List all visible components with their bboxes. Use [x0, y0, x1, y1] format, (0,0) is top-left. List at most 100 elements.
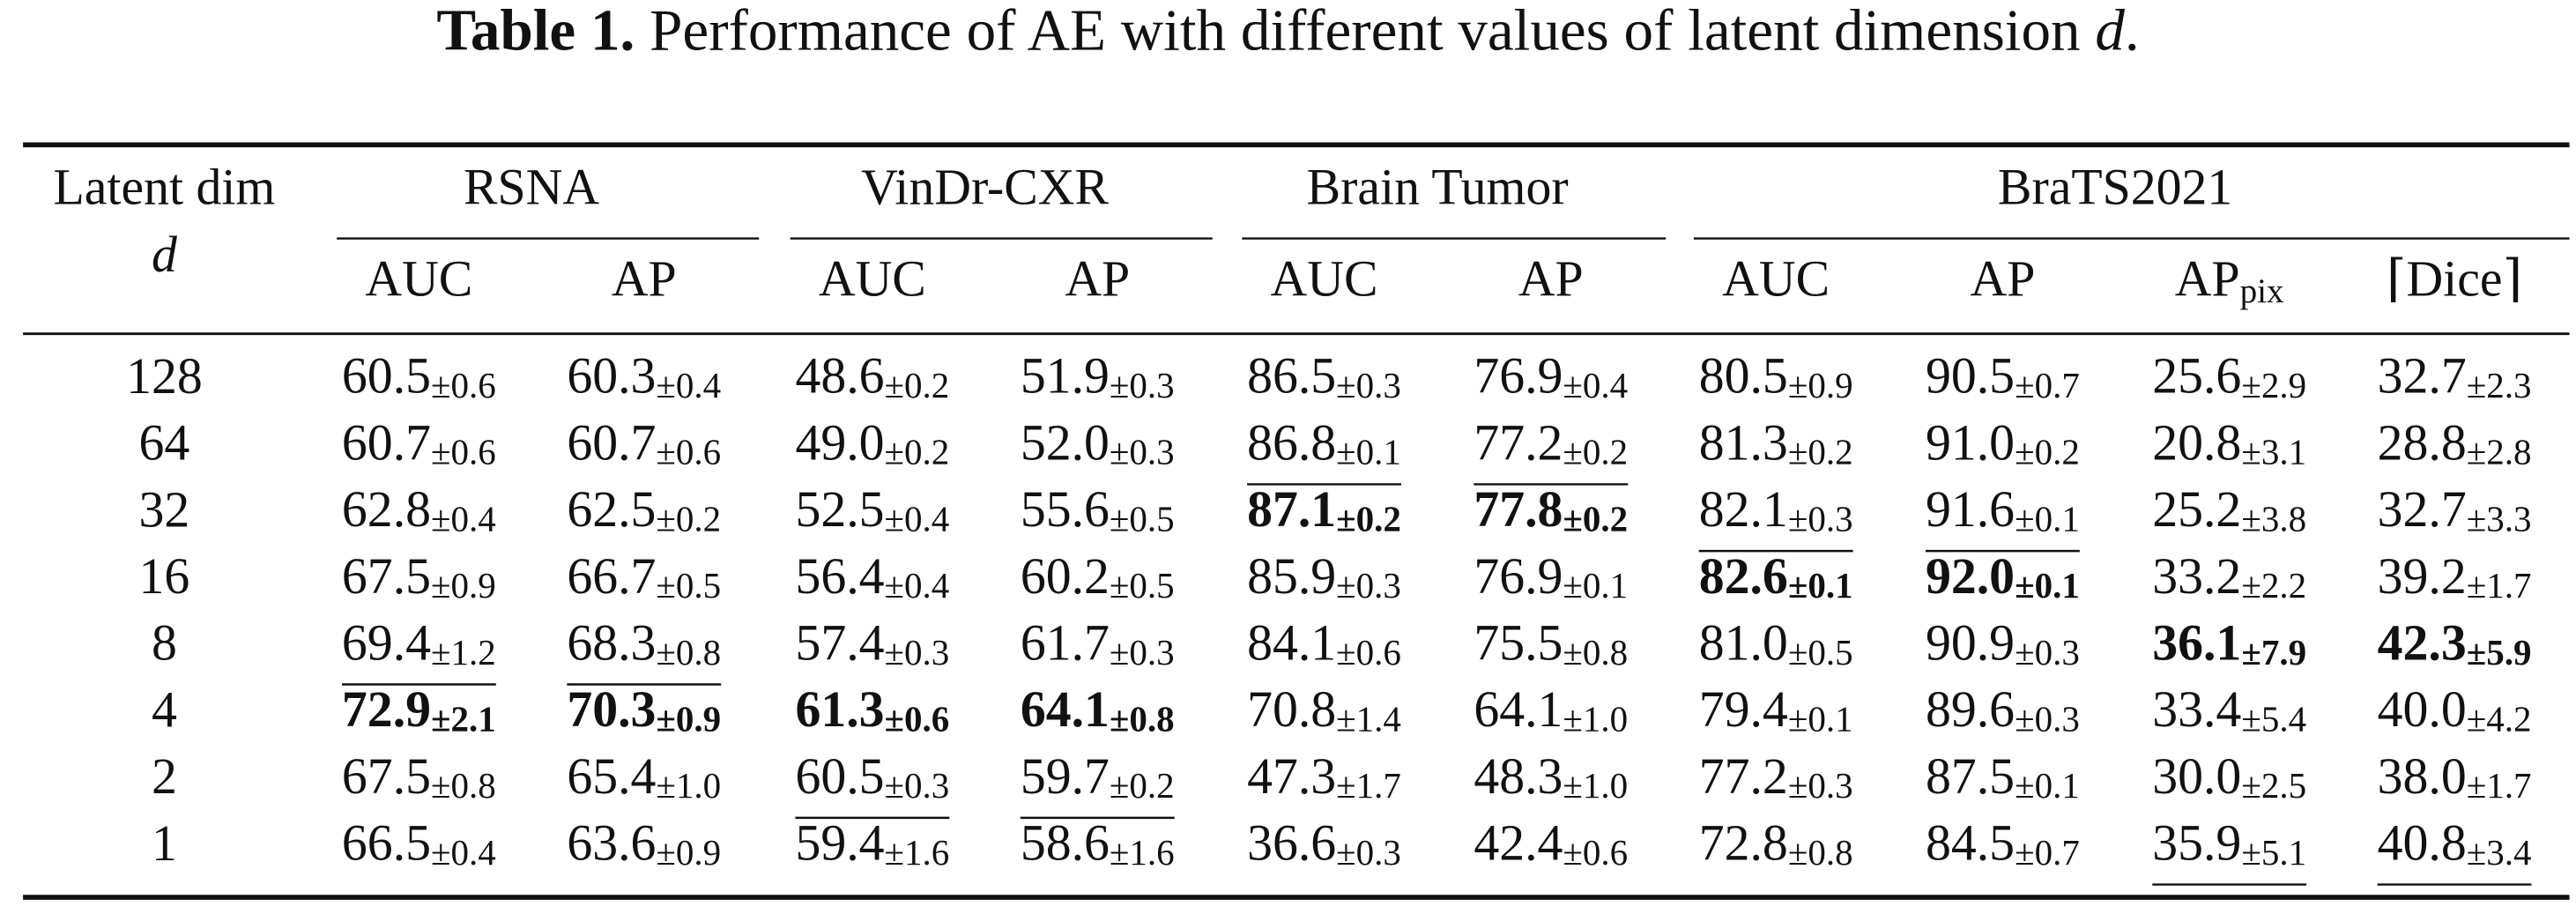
cell-std: ±0.3 [885, 632, 950, 672]
cell-std: ±0.7 [2015, 832, 2080, 873]
cell: 48.6±0.2 [795, 349, 949, 405]
cell-std: ±0.8 [431, 766, 496, 806]
cell: 66.7±0.5 [567, 549, 721, 606]
cell-mean: 52.5 [795, 482, 884, 538]
cell: 60.5±0.6 [342, 349, 496, 405]
cell-mean: 20.8 [2152, 416, 2241, 472]
cell-mean: 67.5 [342, 549, 431, 605]
cell: 51.9±0.3 [1021, 349, 1175, 405]
caption-end: . [2125, 0, 2140, 63]
row-header-variable: d [152, 227, 178, 283]
cell-mean: 69.4 [342, 616, 431, 672]
cell-std: ±3.8 [2241, 499, 2306, 539]
cell-std: ±0.2 [1336, 499, 1401, 539]
row-label: 32 [139, 482, 190, 538]
cell-mean: 79.4 [1699, 682, 1788, 738]
cell: 87.1±0.2 [1247, 482, 1401, 539]
cell-mean: 86.8 [1247, 416, 1336, 472]
cell: 28.8±2.8 [2378, 416, 2532, 472]
cell: 77.2±0.3 [1699, 749, 1853, 806]
cell-mean: 61.7 [1021, 616, 1110, 672]
cell-std: ±0.6 [1563, 832, 1628, 873]
cell: 20.8±3.1 [2152, 416, 2306, 472]
cell-mean: 60.5 [342, 349, 431, 405]
cell: 39.2±1.7 [2378, 549, 2532, 606]
cell-mean: 47.3 [1247, 749, 1336, 805]
cell: 59.4±1.6 [795, 816, 949, 873]
cell-mean: 66.7 [567, 549, 656, 605]
cell-std: ±0.7 [2015, 365, 2080, 405]
cell-mean: 90.5 [1926, 349, 2015, 405]
cell-mean: 63.6 [567, 816, 656, 872]
cell-std: ±0.9 [431, 566, 496, 606]
cell-mean: 59.7 [1021, 749, 1110, 805]
cell-std: ±0.5 [1110, 499, 1175, 539]
cell: 60.5±0.3 [795, 749, 949, 806]
cell-std: ±4.2 [2467, 699, 2532, 739]
column-header-text: AUC [365, 252, 472, 308]
row-label: 1 [152, 816, 177, 872]
column-header-text: AUC [1271, 252, 1378, 308]
column-header-text: AP [612, 252, 677, 308]
cell-std: ±1.4 [1336, 699, 1401, 739]
cell: 25.6±2.9 [2152, 349, 2306, 405]
column-header: AUC [1271, 252, 1378, 308]
column-header: AP [1518, 252, 1584, 308]
cell-std: ±0.9 [656, 699, 721, 739]
cell: 60.7±0.6 [342, 416, 496, 472]
cell-mean: 33.2 [2152, 549, 2241, 605]
cell-std: ±2.5 [2241, 766, 2306, 806]
cell-std: ±0.3 [885, 766, 950, 806]
cell-mean: 76.9 [1474, 549, 1563, 605]
cell-mean: 42.4 [1474, 816, 1563, 872]
cell-std: ±0.3 [1788, 499, 1853, 539]
cell: 69.4±1.2 [342, 616, 496, 672]
cell-std: ±0.2 [885, 432, 950, 472]
cell: 40.8±3.4 [2378, 816, 2532, 873]
cell: 80.5±0.9 [1699, 349, 1853, 405]
cell: 81.0±0.5 [1699, 616, 1853, 672]
cell-mean: 42.3 [2378, 616, 2467, 672]
cell-mean: 84.1 [1247, 616, 1336, 672]
cell: 67.5±0.8 [342, 749, 496, 806]
cell-mean: 55.6 [1021, 482, 1110, 538]
cell: 65.4±1.0 [567, 749, 721, 806]
cell-std: ±0.4 [431, 832, 496, 873]
cell: 67.5±0.9 [342, 549, 496, 606]
cell: 64.1±0.8 [1021, 682, 1175, 739]
cell-mean: 85.9 [1247, 549, 1336, 605]
cell-mean: 77.2 [1474, 416, 1563, 472]
cell-mean: 91.6 [1926, 482, 2015, 538]
cell-mean: 77.2 [1699, 749, 1788, 805]
cell: 58.6±1.6 [1021, 816, 1175, 873]
cell-std: ±0.2 [2015, 432, 2080, 472]
cell-std: ±0.6 [431, 365, 496, 405]
cell-std: ±1.0 [1563, 766, 1628, 806]
column-header: AP [612, 252, 677, 308]
cell-std: ±7.9 [2241, 632, 2306, 672]
cell: 59.7±0.2 [1021, 749, 1175, 806]
cell-std: ±2.1 [431, 699, 496, 739]
cell-mean: 67.5 [342, 749, 431, 805]
cell-mean: 66.5 [342, 816, 431, 872]
cell-mean: 70.8 [1247, 682, 1336, 738]
cell: 42.3±5.9 [2378, 616, 2532, 672]
cell: 86.8±0.1 [1247, 416, 1401, 472]
cell-mean: 89.6 [1926, 682, 2015, 738]
caption-variable: d [2095, 0, 2125, 63]
cell-mean: 48.6 [795, 349, 884, 405]
cell-mean: 62.8 [342, 482, 431, 538]
cell-std: ±0.1 [2015, 499, 2080, 539]
cell-std: ±0.2 [1788, 432, 1853, 472]
cell-std: ±5.4 [2241, 699, 2306, 739]
cell-mean: 39.2 [2378, 549, 2467, 605]
column-header-text: AP [1518, 252, 1584, 308]
cell-mean: 25.6 [2152, 349, 2241, 405]
cell: 38.0±1.7 [2378, 749, 2532, 806]
cell: 76.9±0.4 [1474, 349, 1628, 405]
cell-std: ±0.2 [1563, 499, 1628, 539]
cell-mean: 59.4 [795, 816, 884, 872]
cell-std: ±0.1 [1788, 699, 1853, 739]
cell-std: ±0.3 [2015, 699, 2080, 739]
column-header: AUC [819, 252, 926, 308]
